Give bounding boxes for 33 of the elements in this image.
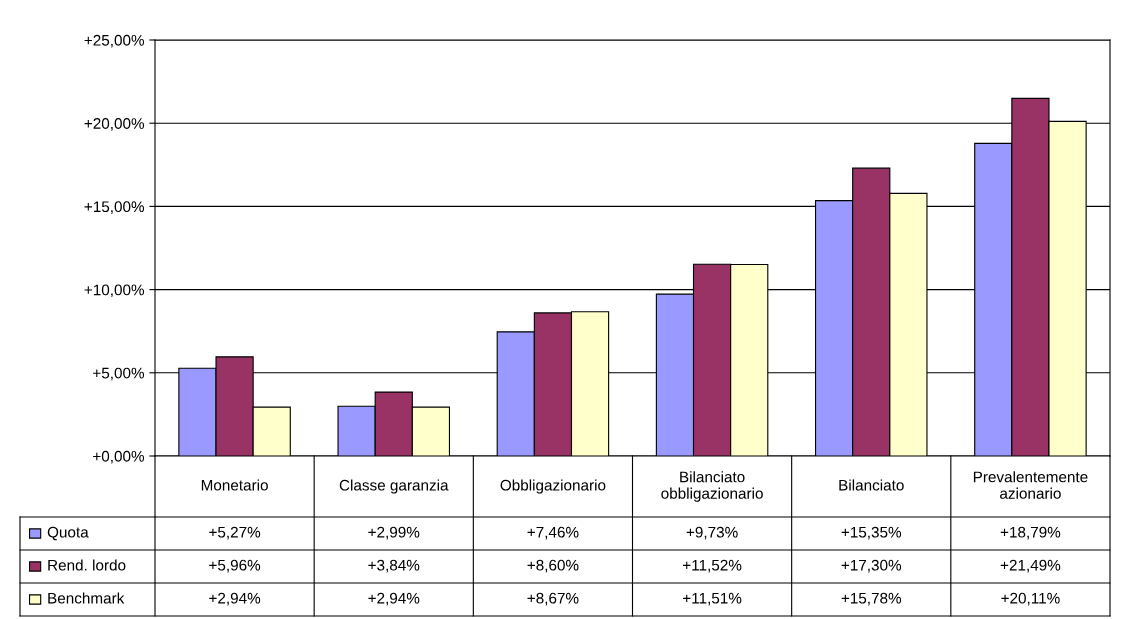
- data-label: +8,67%: [527, 592, 579, 606]
- data-label: +8,60%: [527, 559, 579, 573]
- data-label: +2,94%: [368, 592, 420, 606]
- data-label: +9,73%: [686, 526, 738, 540]
- data-label: +18,79%: [1000, 526, 1061, 540]
- legend-label: Benchmark: [48, 592, 125, 604]
- data-label: +11,52%: [683, 559, 742, 573]
- data-label: +5,27%: [209, 526, 261, 540]
- data-label: +2,94%: [209, 592, 261, 606]
- y-tick-label: +20,00%: [84, 118, 145, 131]
- x-tick-label: Prevalentemente azionario: [973, 471, 1088, 499]
- data-label: +15,35%: [841, 526, 902, 540]
- y-tick-label: +15,00%: [84, 201, 145, 214]
- data-label: +5,96%: [209, 559, 261, 573]
- data-label: +11,51%: [683, 592, 742, 606]
- y-tick-label: +0,00%: [93, 450, 145, 464]
- data-label: +21,49%: [1000, 559, 1061, 573]
- x-tick-label: Bilanciato obbligazionario: [661, 471, 763, 502]
- data-label: +7,46%: [527, 526, 579, 540]
- data-label: +17,30%: [841, 559, 902, 573]
- data-label: +2,99%: [368, 526, 420, 540]
- data-label: +20,11%: [1001, 592, 1060, 606]
- data-label: +15,78%: [841, 592, 902, 606]
- y-tick-label: +10,00%: [84, 284, 145, 298]
- y-tick-label: +5,00%: [93, 367, 145, 381]
- y-tick-label: +25,00%: [84, 34, 145, 48]
- legend-label: Rend. lordo: [48, 559, 126, 571]
- legend-label: Quota: [47, 526, 89, 541]
- x-tick-label: Monetario: [201, 479, 268, 491]
- x-tick-label: Bilanciato: [839, 479, 904, 491]
- x-tick-label: Classe garanzia: [339, 479, 449, 494]
- data-label: +3,84%: [368, 559, 420, 573]
- x-tick-label: Obbligazionario: [500, 479, 606, 494]
